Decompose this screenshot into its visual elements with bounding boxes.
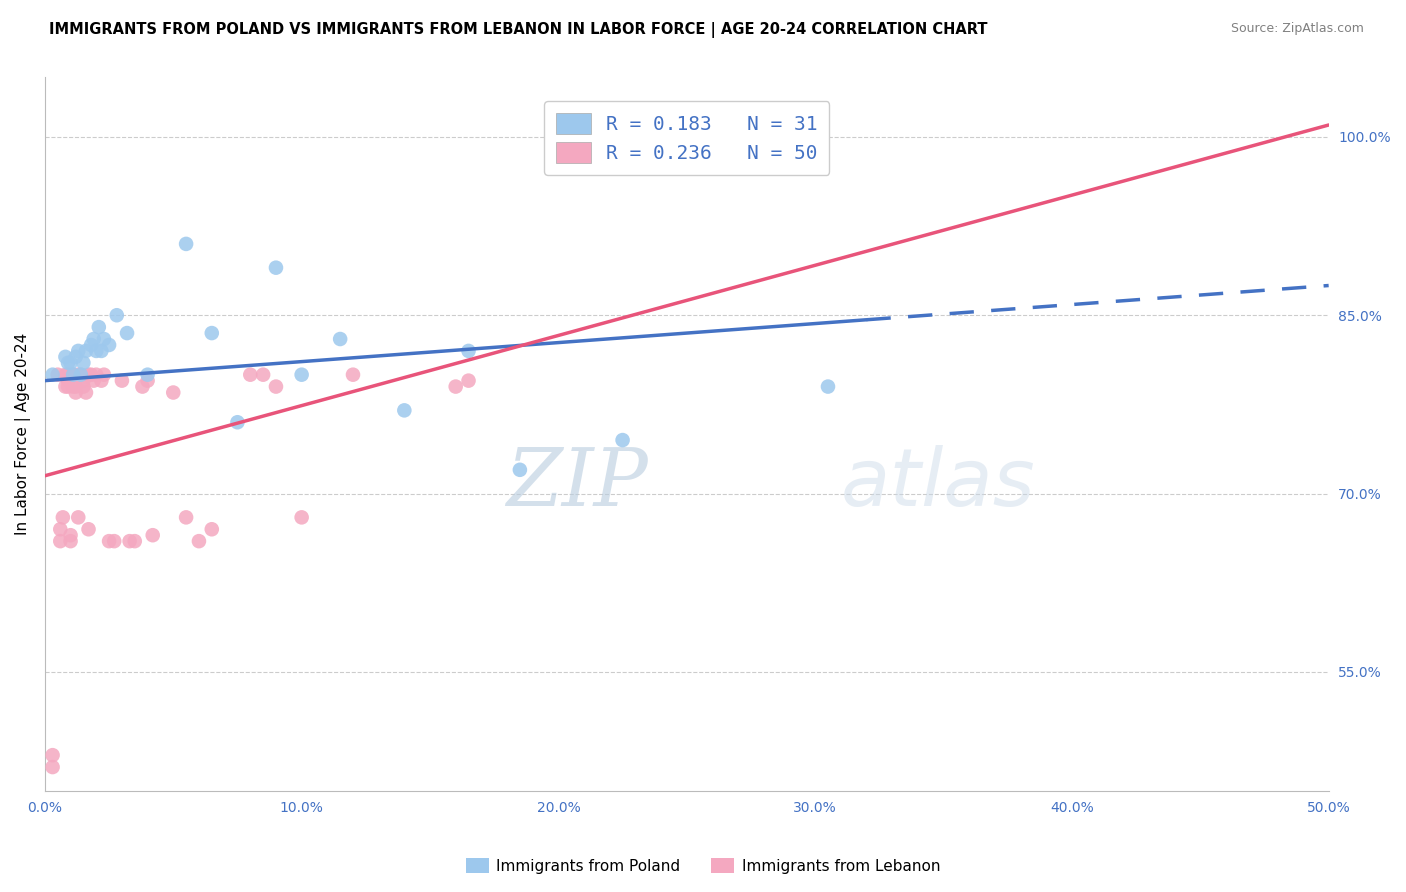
Point bbox=[84, 343, 107, 358]
Point bbox=[59, 534, 82, 549]
Point bbox=[65, 385, 87, 400]
Point bbox=[49, 522, 72, 536]
Point bbox=[118, 534, 141, 549]
Point bbox=[201, 522, 224, 536]
Point bbox=[111, 374, 134, 388]
Point bbox=[252, 368, 274, 382]
Point bbox=[52, 510, 75, 524]
Point bbox=[509, 463, 531, 477]
Point bbox=[59, 356, 82, 370]
Point bbox=[98, 338, 121, 352]
Point bbox=[226, 415, 249, 429]
Point bbox=[394, 403, 416, 417]
Point bbox=[49, 534, 72, 549]
Point bbox=[93, 332, 115, 346]
Point bbox=[136, 374, 159, 388]
Point bbox=[239, 368, 262, 382]
Point bbox=[90, 343, 112, 358]
Point bbox=[201, 326, 224, 340]
Point bbox=[75, 385, 97, 400]
Point bbox=[115, 326, 138, 340]
Point bbox=[291, 368, 314, 382]
Point bbox=[56, 379, 79, 393]
Point bbox=[103, 534, 125, 549]
Point bbox=[65, 350, 87, 364]
Point bbox=[174, 510, 197, 524]
Point bbox=[93, 368, 115, 382]
Point bbox=[59, 528, 82, 542]
Point bbox=[56, 356, 79, 370]
Point bbox=[56, 374, 79, 388]
Point bbox=[67, 510, 90, 524]
Point bbox=[612, 433, 634, 447]
Point bbox=[41, 760, 63, 774]
Text: IMMIGRANTS FROM POLAND VS IMMIGRANTS FROM LEBANON IN LABOR FORCE | AGE 20-24 COR: IMMIGRANTS FROM POLAND VS IMMIGRANTS FRO… bbox=[49, 22, 987, 38]
Point bbox=[105, 308, 128, 322]
Point bbox=[72, 379, 94, 393]
Point bbox=[457, 343, 479, 358]
Legend: Immigrants from Poland, Immigrants from Lebanon: Immigrants from Poland, Immigrants from … bbox=[460, 852, 946, 880]
Point bbox=[83, 374, 105, 388]
Point bbox=[136, 368, 159, 382]
Point bbox=[817, 379, 839, 393]
Point bbox=[264, 260, 287, 275]
Point bbox=[83, 332, 105, 346]
Text: Source: ZipAtlas.com: Source: ZipAtlas.com bbox=[1230, 22, 1364, 36]
Point bbox=[342, 368, 364, 382]
Point bbox=[457, 374, 479, 388]
Point bbox=[187, 534, 209, 549]
Point bbox=[90, 374, 112, 388]
Point bbox=[69, 368, 91, 382]
Y-axis label: In Labor Force | Age 20-24: In Labor Force | Age 20-24 bbox=[15, 333, 31, 535]
Point bbox=[55, 379, 77, 393]
Point bbox=[55, 368, 77, 382]
Point bbox=[77, 522, 100, 536]
Point bbox=[142, 528, 165, 542]
Point bbox=[77, 368, 100, 382]
Point bbox=[174, 236, 197, 251]
Point bbox=[131, 379, 153, 393]
Point bbox=[67, 343, 90, 358]
Point bbox=[804, 142, 827, 156]
Point bbox=[124, 534, 146, 549]
Legend: R = 0.183   N = 31, R = 0.236   N = 50: R = 0.183 N = 31, R = 0.236 N = 50 bbox=[544, 102, 830, 175]
Point bbox=[69, 368, 91, 382]
Point bbox=[264, 379, 287, 393]
Point bbox=[80, 368, 103, 382]
Text: ZIP: ZIP bbox=[506, 445, 648, 523]
Point bbox=[162, 385, 184, 400]
Point bbox=[87, 320, 110, 334]
Point bbox=[41, 368, 63, 382]
Point bbox=[75, 343, 97, 358]
Point bbox=[84, 368, 107, 382]
Point bbox=[62, 368, 84, 382]
Point bbox=[46, 368, 69, 382]
Point bbox=[444, 379, 467, 393]
Point bbox=[80, 338, 103, 352]
Point bbox=[62, 379, 84, 393]
Point bbox=[67, 368, 90, 382]
Point bbox=[291, 510, 314, 524]
Point bbox=[329, 332, 352, 346]
Text: atlas: atlas bbox=[841, 445, 1036, 523]
Point bbox=[62, 368, 84, 382]
Point bbox=[41, 748, 63, 763]
Point bbox=[72, 374, 94, 388]
Point bbox=[56, 368, 79, 382]
Point bbox=[55, 350, 77, 364]
Point bbox=[65, 379, 87, 393]
Point bbox=[98, 534, 121, 549]
Point bbox=[72, 356, 94, 370]
